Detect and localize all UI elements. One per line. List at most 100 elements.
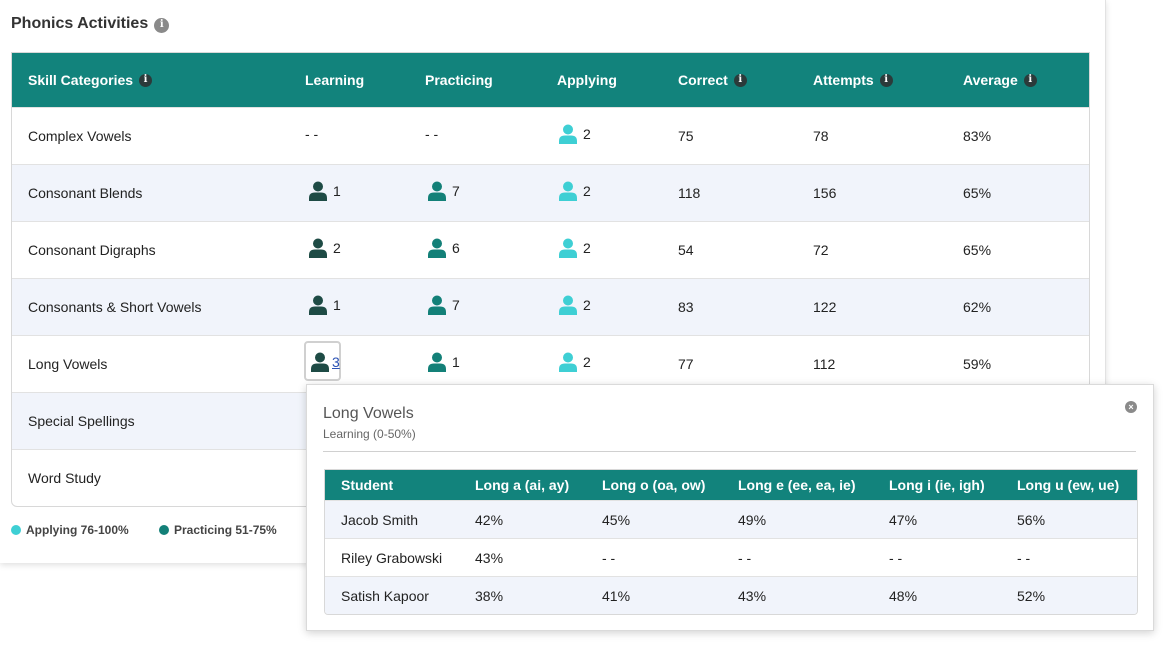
score-long-o: 41% xyxy=(602,587,631,604)
applying-cell[interactable]: 2 xyxy=(559,336,591,392)
average-cell: 59% xyxy=(963,356,992,372)
correct-cell: 77 xyxy=(678,356,694,372)
attempts-cell: 122 xyxy=(813,299,837,315)
applying-cell[interactable]: 2 xyxy=(559,222,591,278)
applying-count: 2 xyxy=(583,183,591,199)
attempts-cell: 72 xyxy=(813,242,829,258)
score-long-i: 47% xyxy=(889,511,918,528)
score-long-e: - - xyxy=(738,549,752,566)
info-icon[interactable]: i xyxy=(879,73,893,87)
header-skill-categories[interactable]: Skill Categories i xyxy=(28,53,153,107)
skill-name: Complex Vowels xyxy=(28,128,132,144)
table-row: Consonants & Short Vowels 1 7 2 83 122 6… xyxy=(12,278,1089,335)
score-long-e: 49% xyxy=(738,511,767,528)
header-label: Learning xyxy=(305,72,365,88)
person-icon xyxy=(309,295,327,315)
applying-cell[interactable]: 2 xyxy=(559,279,591,335)
score-long-a: 43% xyxy=(475,549,504,566)
person-icon xyxy=(311,352,329,372)
practicing-cell[interactable]: 7 xyxy=(428,279,460,335)
header-learning[interactable]: Learning xyxy=(305,53,364,107)
person-icon xyxy=(559,352,577,372)
learning-cell[interactable]: 3 xyxy=(311,336,340,392)
section-title: Phonics Activities i xyxy=(11,15,170,33)
learning-count-link[interactable]: 3 xyxy=(332,354,340,370)
header-label: Correct xyxy=(678,72,728,88)
learning-count: 1 xyxy=(333,183,341,199)
table-row: Long Vowels 3 1 2 77 112 59% xyxy=(12,335,1089,392)
student-name: Jacob Smith xyxy=(341,511,419,528)
person-icon xyxy=(559,295,577,315)
student-row: Satish Kapoor 38% 41% 43% 48% 52% xyxy=(325,576,1137,614)
popover-subtitle: Learning (0-50%) xyxy=(323,427,416,441)
practicing-count: - - xyxy=(425,126,439,142)
info-icon[interactable]: i xyxy=(1023,73,1037,87)
close-icon[interactable]: × xyxy=(1125,401,1137,413)
correct-cell: 54 xyxy=(678,242,694,258)
score-long-u: 52% xyxy=(1017,587,1046,604)
attempts-cell: 156 xyxy=(813,185,837,201)
skill-name: Consonants & Short Vowels xyxy=(28,299,202,315)
applying-cell[interactable]: 2 xyxy=(559,108,591,164)
learning-count: - - xyxy=(305,126,319,142)
skill-name: Word Study xyxy=(28,470,101,486)
applying-count: 2 xyxy=(583,297,591,313)
person-icon xyxy=(309,238,327,258)
legend-dot xyxy=(159,525,169,535)
learning-count: 2 xyxy=(333,240,341,256)
learning-cell[interactable]: 2 xyxy=(309,222,341,278)
average-cell: 62% xyxy=(963,299,992,315)
practicing-count: 7 xyxy=(452,183,460,199)
practicing-cell: - - xyxy=(425,108,438,164)
info-icon[interactable]: i xyxy=(154,17,170,33)
legend-dot xyxy=(11,525,21,535)
score-long-a: 42% xyxy=(475,511,504,528)
header-attempts[interactable]: Attempts i xyxy=(813,53,893,107)
score-long-u: 56% xyxy=(1017,511,1046,528)
applying-count: 2 xyxy=(583,354,591,370)
long-vowels-popover: Long Vowels Learning (0-50%) × Student L… xyxy=(306,384,1154,631)
header-applying[interactable]: Applying xyxy=(557,53,617,107)
divider xyxy=(323,451,1136,452)
header-practicing[interactable]: Practicing xyxy=(425,53,493,107)
header-label: Skill Categories xyxy=(28,72,134,88)
person-icon xyxy=(428,295,446,315)
score-long-o: - - xyxy=(602,549,616,566)
popover-title: Long Vowels xyxy=(323,405,414,422)
score-long-i: 48% xyxy=(889,587,918,604)
skills-table-header: Skill Categories i Learning Practicing Ap… xyxy=(12,53,1089,107)
person-icon xyxy=(559,238,577,258)
applying-cell[interactable]: 2 xyxy=(559,165,591,221)
legend-label: Applying 76-100% xyxy=(26,523,129,537)
score-long-o: 45% xyxy=(602,511,631,528)
correct-cell: 75 xyxy=(678,128,694,144)
students-table: Student Long a (ai, ay) Long o (oa, ow) … xyxy=(324,469,1138,615)
practicing-cell[interactable]: 1 xyxy=(428,336,460,392)
practicing-cell[interactable]: 6 xyxy=(428,222,460,278)
learning-count: 1 xyxy=(333,297,341,313)
student-name: Satish Kapoor xyxy=(341,587,429,604)
average-cell: 65% xyxy=(963,242,992,258)
legend-applying: Applying 76-100% xyxy=(11,523,129,537)
learning-cell[interactable]: 1 xyxy=(309,165,341,221)
header-long-i: Long i (ie, igh) xyxy=(889,477,985,493)
applying-count: 2 xyxy=(583,240,591,256)
header-student: Student xyxy=(341,477,394,493)
practicing-cell[interactable]: 7 xyxy=(428,165,460,221)
section-title-text: Phonics Activities xyxy=(11,15,149,32)
practicing-count: 7 xyxy=(452,297,460,313)
header-correct[interactable]: Correct i xyxy=(678,53,747,107)
score-long-a: 38% xyxy=(475,587,504,604)
learning-cell: - - xyxy=(305,108,318,164)
info-icon[interactable]: i xyxy=(733,73,747,87)
header-label: Average xyxy=(963,72,1018,88)
person-icon xyxy=(559,181,577,201)
students-table-header: Student Long a (ai, ay) Long o (oa, ow) … xyxy=(325,470,1137,500)
learning-cell[interactable]: 1 xyxy=(309,279,341,335)
header-average[interactable]: Average i xyxy=(963,53,1037,107)
applying-count: 2 xyxy=(583,126,591,142)
header-long-a: Long a (ai, ay) xyxy=(475,477,570,493)
skill-name: Consonant Blends xyxy=(28,185,143,201)
info-icon[interactable]: i xyxy=(139,73,153,87)
header-label: Applying xyxy=(557,72,617,88)
